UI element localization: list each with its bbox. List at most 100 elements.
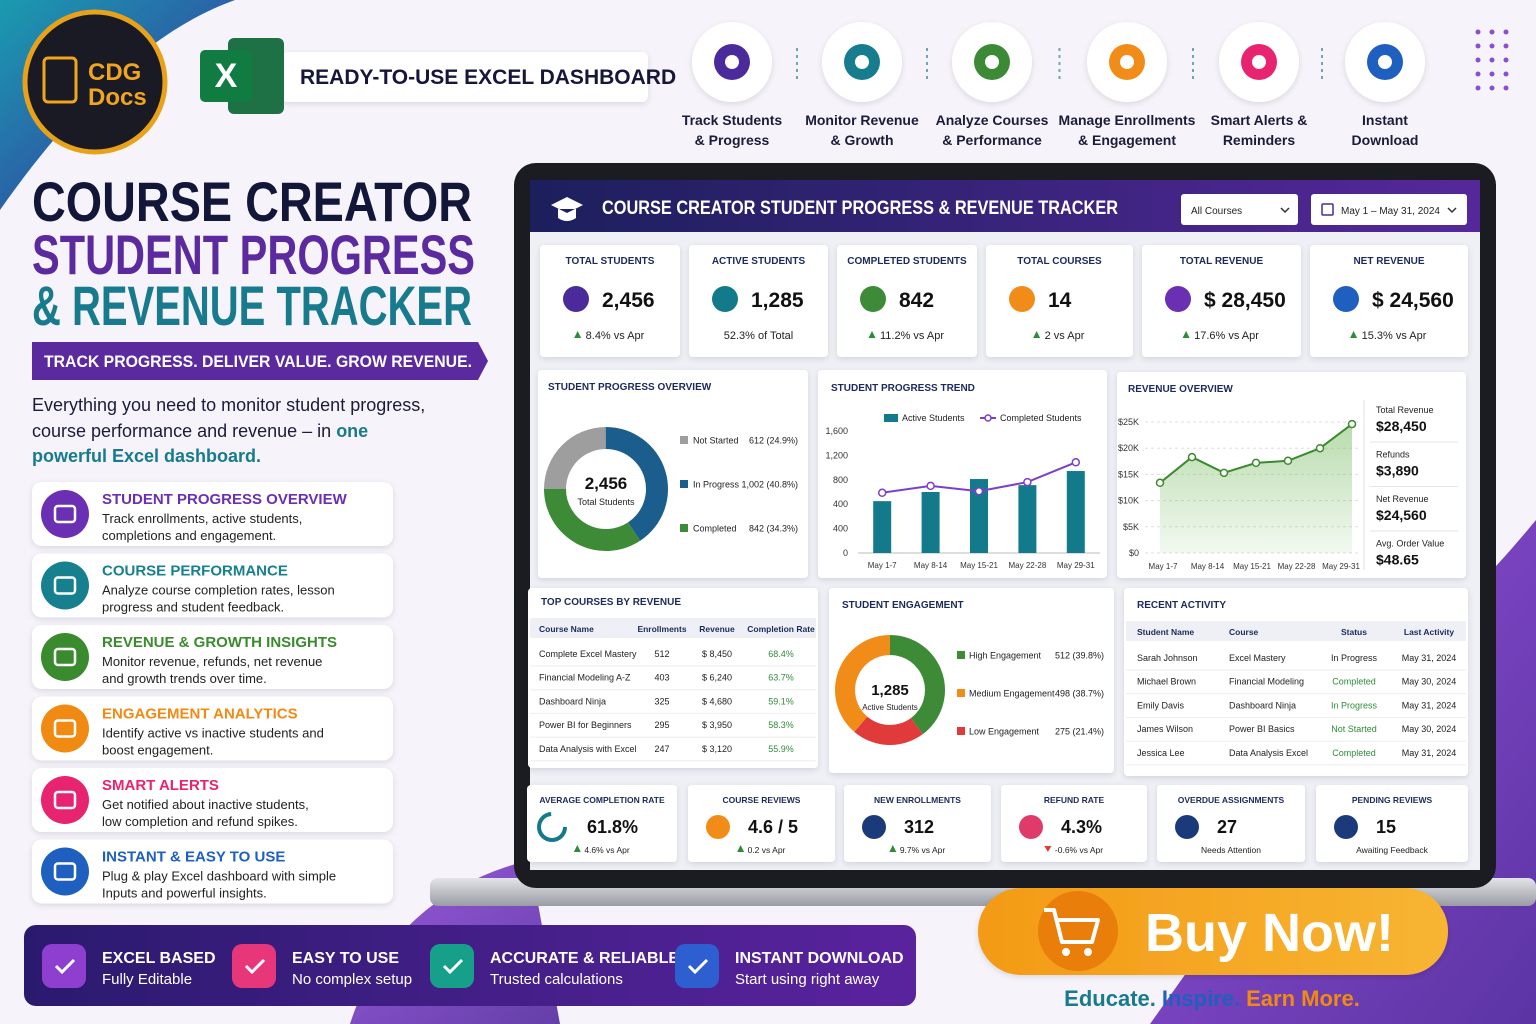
feature-label: Instant: [1362, 112, 1408, 128]
feature-text: Analyze course completion rates, lesson: [102, 583, 335, 598]
buy-text[interactable]: Buy Now!: [1145, 903, 1394, 963]
kpi-note: 15.3% vs Apr: [1362, 330, 1427, 342]
logo-text: CDG: [88, 59, 141, 86]
kpi-icon: [537, 812, 567, 842]
kpi-icon: [1333, 286, 1359, 312]
feature-title: INSTANT & EASY TO USE: [102, 849, 285, 866]
feature-label: Download: [1352, 132, 1419, 148]
x-tick-label: May 15-21: [960, 561, 998, 570]
table-cell: 58.3%: [768, 720, 794, 730]
y-tick-label: 1,600: [825, 426, 848, 436]
table-cell: 59.1%: [768, 696, 794, 706]
feature-card-icon: [41, 561, 89, 610]
summary-value: $28,450: [1376, 418, 1427, 434]
kpi-value: $ 28,450: [1204, 289, 1286, 312]
slogan: Educate.: [1064, 986, 1156, 1011]
y-tick-label: $10K: [1118, 496, 1139, 506]
feature-label: & Engagement: [1078, 132, 1176, 148]
kpi-note: 17.6% vs Apr: [1194, 330, 1259, 342]
kpi-note: 9.7% vs Apr: [900, 845, 946, 855]
feature-label: Reminders: [1223, 132, 1296, 148]
feature-icon-dot: [1252, 55, 1266, 69]
kpi-icon: [706, 815, 730, 839]
date-filter[interactable]: [1311, 194, 1467, 225]
up-arrow: [1033, 331, 1041, 338]
table-cell: 247: [654, 744, 669, 754]
feature-card: [32, 696, 393, 761]
table-cell: $ 6,240: [702, 673, 732, 683]
feature-text: low completion and refund spikes.: [102, 814, 298, 829]
feature-card-icon: [41, 776, 89, 824]
donut-center-label: Active Students: [862, 703, 918, 712]
panel: [829, 588, 1114, 773]
feature-card-glyph: [53, 504, 77, 524]
area: [1160, 424, 1352, 553]
tagline-banner: [32, 342, 488, 380]
feature-icon-dot: [855, 55, 869, 69]
legend-marker: [984, 414, 992, 422]
bar-icon: [675, 944, 719, 988]
course-filter-text[interactable]: All Courses: [1191, 206, 1242, 217]
feature-card: [32, 768, 393, 832]
kpi-card: [844, 785, 991, 862]
table-cell: Data Analysis Excel: [1229, 748, 1308, 758]
table-cell: May 31, 2024: [1402, 653, 1457, 663]
legend-value: 1,002 (40.8%): [741, 480, 798, 490]
table-header: Enrollments: [637, 624, 686, 634]
kpi-icon: [1019, 815, 1043, 839]
table-header: Course Name: [539, 624, 594, 634]
table-cell: $ 3,950: [702, 720, 732, 730]
table-cell: 325: [654, 696, 669, 706]
table-cell: May 31, 2024: [1402, 748, 1457, 758]
y-tick-label: $20K: [1118, 443, 1139, 453]
legend-label: Not Started: [693, 436, 739, 446]
table-cell: Excel Mastery: [1229, 653, 1286, 663]
kpi-card: [1310, 245, 1468, 357]
kpi-note: Needs Attention: [1201, 845, 1261, 855]
headline: COURSE CREATOR: [32, 170, 472, 233]
kpi-card: [1001, 785, 1147, 862]
date-filter-text[interactable]: May 1 – May 31, 2024: [1341, 206, 1440, 217]
table-cell: 55.9%: [768, 744, 794, 754]
feature-title: SMART ALERTS: [102, 777, 219, 794]
legend-label: Active Students: [902, 413, 965, 423]
feature-card-icon: [41, 704, 89, 753]
table-cell: Emily Davis: [1137, 700, 1185, 710]
kpi-label: TOTAL COURSES: [1017, 256, 1102, 267]
headline: & REVENUE TRACKER: [32, 274, 472, 337]
bar-icon: [232, 944, 276, 988]
x-tick-label: May 29-31: [1057, 561, 1095, 570]
excel-letter: X: [215, 57, 238, 95]
kpi-icon: [860, 286, 886, 312]
legend-swatch: [680, 524, 688, 532]
donut-segment: [544, 427, 606, 489]
kpi-label: NEW ENROLLMENTS: [874, 795, 961, 805]
kpi-note: 0.2 vs Apr: [748, 845, 786, 855]
feature-card: [32, 839, 393, 904]
y-tick-label: $15K: [1118, 469, 1139, 479]
feature-text: boost engagement.: [102, 743, 213, 758]
course-filter[interactable]: [1181, 194, 1298, 225]
kpi-label: OVERDUE ASSIGNMENTS: [1178, 795, 1285, 805]
cart-wheel: [1084, 948, 1092, 956]
donut-segment: [854, 716, 923, 745]
line-marker: [1155, 478, 1165, 488]
summary-label: Total Revenue: [1376, 405, 1434, 415]
summary-label: Net Revenue: [1376, 494, 1429, 504]
table-header: Last Activity: [1404, 627, 1455, 637]
feature-text: Plug & play Excel dashboard with simple: [102, 869, 336, 884]
slogan: Earn More.: [1246, 986, 1360, 1011]
kpi-value: 4.6 / 5: [748, 817, 798, 837]
table-cell: Sarah Johnson: [1137, 653, 1198, 663]
panel-title: STUDENT ENGAGEMENT: [842, 600, 964, 611]
table-cell: Power BI for Beginners: [539, 720, 632, 730]
kpi-card: [1157, 785, 1305, 862]
line-marker: [1347, 419, 1357, 429]
legend-value: 275 (21.4%): [1055, 727, 1104, 737]
feature-card-glyph: [53, 647, 77, 667]
panel: [538, 370, 808, 578]
table-cell: Dashboard Ninja: [539, 696, 606, 706]
bar-icon: [42, 944, 86, 988]
donut-center-value: 2,456: [585, 474, 628, 493]
legend-swatch: [884, 414, 898, 422]
